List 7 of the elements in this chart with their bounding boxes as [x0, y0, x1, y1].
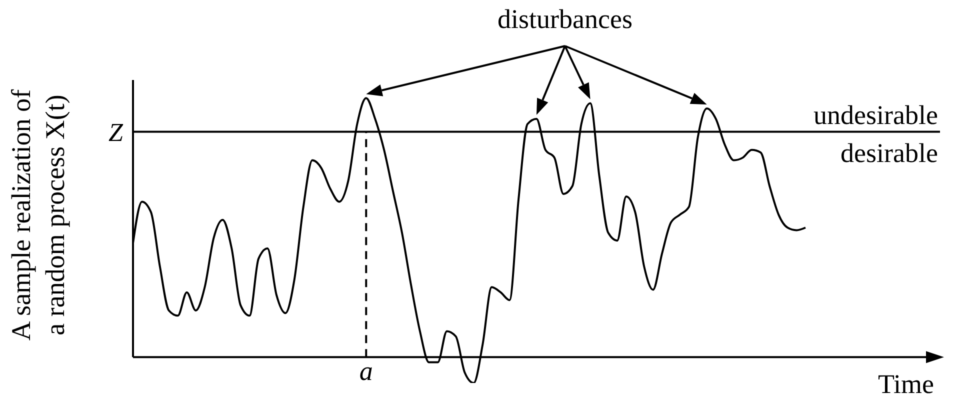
annotation: a	[359, 356, 373, 386]
annotation: desirable	[840, 138, 938, 168]
x-axis-title: Time	[878, 369, 934, 399]
text: disturbances	[498, 4, 632, 34]
annotation: undesirable	[814, 100, 938, 130]
ref-line-label: Z	[108, 118, 124, 147]
y-axis-title: A sample realization of a random process X(t)	[6, 89, 70, 341]
